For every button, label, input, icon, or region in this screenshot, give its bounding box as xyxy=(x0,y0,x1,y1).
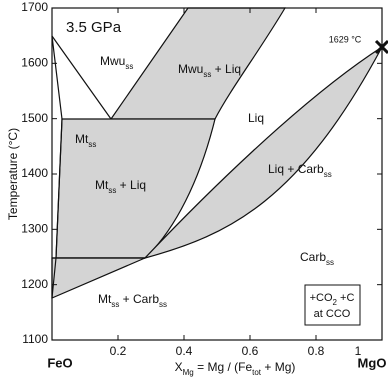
region-liq-carb xyxy=(143,46,383,260)
x-axis-title: XMg = Mg / (Fetot + Mg) xyxy=(175,360,296,376)
x-tick-label: 0.8 xyxy=(308,344,325,358)
label-mwu: Mwuss xyxy=(100,54,133,70)
conditions-box xyxy=(304,284,361,326)
y-tick-label: 1100 xyxy=(22,332,48,346)
melting-point-label: 1629 °C xyxy=(329,34,362,44)
label-mt-carb: Mtss + Carbss xyxy=(98,292,167,308)
label-mt-liq: Mtss + Liq xyxy=(95,178,146,194)
x-end-label: MgO xyxy=(358,355,387,370)
conditions-line2: at CCO xyxy=(314,308,351,320)
label-mwu-liq: Mwuss + Liq xyxy=(178,62,241,78)
x-end-label: FeO xyxy=(47,355,72,370)
label-liq: Liq xyxy=(248,111,264,125)
y-axis-title: Temperature (°C) xyxy=(6,128,20,220)
boundary xyxy=(51,35,63,299)
boundary xyxy=(51,35,112,120)
pressure-label: 3.5 GPa xyxy=(66,19,122,36)
label-liq-carb: Liq + Carbss xyxy=(268,162,332,178)
x-tick-label: 0.6 xyxy=(242,344,259,358)
label-carb: Carbss xyxy=(300,250,334,266)
y-tick-label: 1400 xyxy=(21,166,48,180)
x-tick-label: 0.2 xyxy=(110,344,127,358)
y-tick-label: 1300 xyxy=(21,222,48,236)
x-tick-label: 1 xyxy=(355,344,362,358)
y-tick-label: 1700 xyxy=(21,0,48,14)
melting-point-marker xyxy=(374,39,388,55)
conditions-line1: +CO2 +C xyxy=(310,292,355,307)
label-mt: Mtss xyxy=(75,132,96,148)
y-tick-label: 1500 xyxy=(21,111,48,125)
y-tick-label: 1200 xyxy=(21,277,48,291)
x-tick-label: 0.4 xyxy=(176,344,193,358)
y-tick-label: 1600 xyxy=(21,56,48,70)
